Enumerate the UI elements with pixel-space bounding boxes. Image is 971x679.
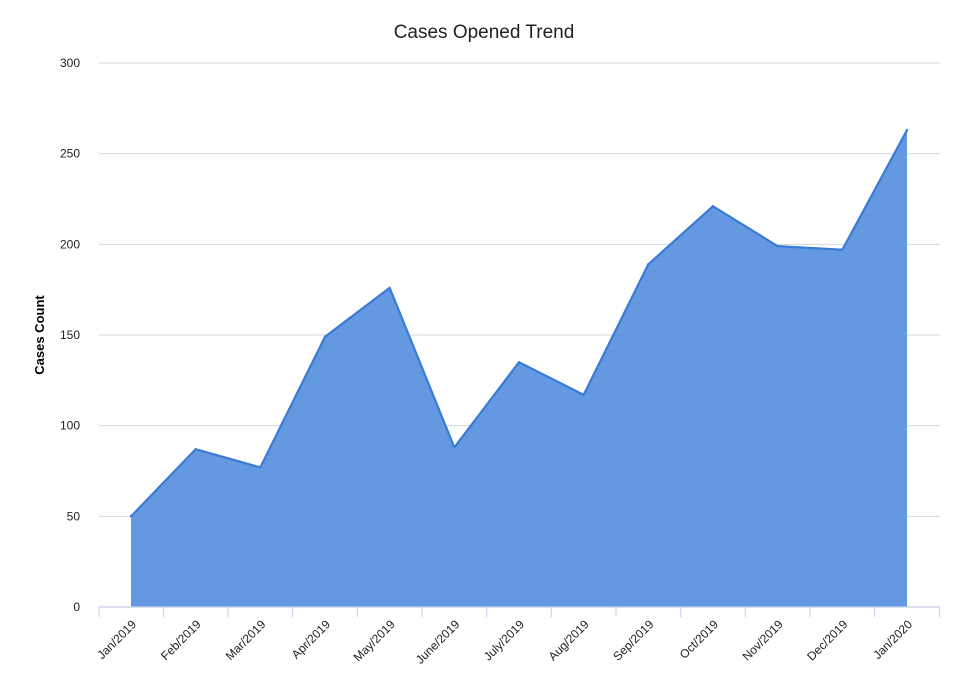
chart-title: Cases Opened Trend <box>394 22 575 43</box>
data-point <box>582 393 585 397</box>
data-point <box>711 205 715 208</box>
data-point <box>129 515 133 518</box>
data-point <box>194 448 197 451</box>
data-point <box>905 128 909 132</box>
data-point <box>259 466 262 469</box>
x-axis <box>98 606 940 617</box>
x-tick-label: Aug/2019 <box>546 617 592 663</box>
x-tick-label: July/2019 <box>481 617 527 663</box>
y-tick-label: 250 <box>60 147 80 161</box>
x-tick-label: Jan/2020 <box>870 617 915 662</box>
x-tick-label: Sep/2019 <box>610 617 656 663</box>
x-tick-label: Oct/2019 <box>677 617 722 662</box>
x-tick-label: Feb/2019 <box>158 617 204 663</box>
x-tick-label: June/2019 <box>413 617 463 667</box>
data-point <box>388 286 391 290</box>
data-point <box>841 248 844 251</box>
data-point <box>776 244 779 248</box>
data-point <box>323 335 327 339</box>
x-tick-label: Apr/2019 <box>289 617 334 662</box>
x-tick-label: Jan/2019 <box>94 617 139 662</box>
area-fill <box>131 130 907 608</box>
y-tick-label: 300 <box>60 56 80 70</box>
y-tick-label: 100 <box>60 419 80 433</box>
y-tick-label: 50 <box>67 509 81 523</box>
y-tick-label: 0 <box>73 600 80 614</box>
x-tick-label: Nov/2019 <box>740 617 786 663</box>
x-tick-label: May/2019 <box>351 617 398 664</box>
x-tick-label: Dec/2019 <box>804 617 850 663</box>
y-axis-ticks: 0 50 100 150 200 250 300 <box>60 56 80 614</box>
x-tick-label: Mar/2019 <box>223 617 269 663</box>
data-point <box>647 263 650 266</box>
data-point <box>517 361 521 364</box>
x-axis-ticks: Jan/2019 Feb/2019 Mar/2019 Apr/2019 May/2019… <box>94 617 915 667</box>
area-series <box>129 128 909 608</box>
data-point <box>453 446 456 449</box>
y-axis-label: Cases Count <box>32 295 47 375</box>
y-tick-label: 200 <box>60 237 80 251</box>
y-tick-label: 150 <box>60 328 80 342</box>
